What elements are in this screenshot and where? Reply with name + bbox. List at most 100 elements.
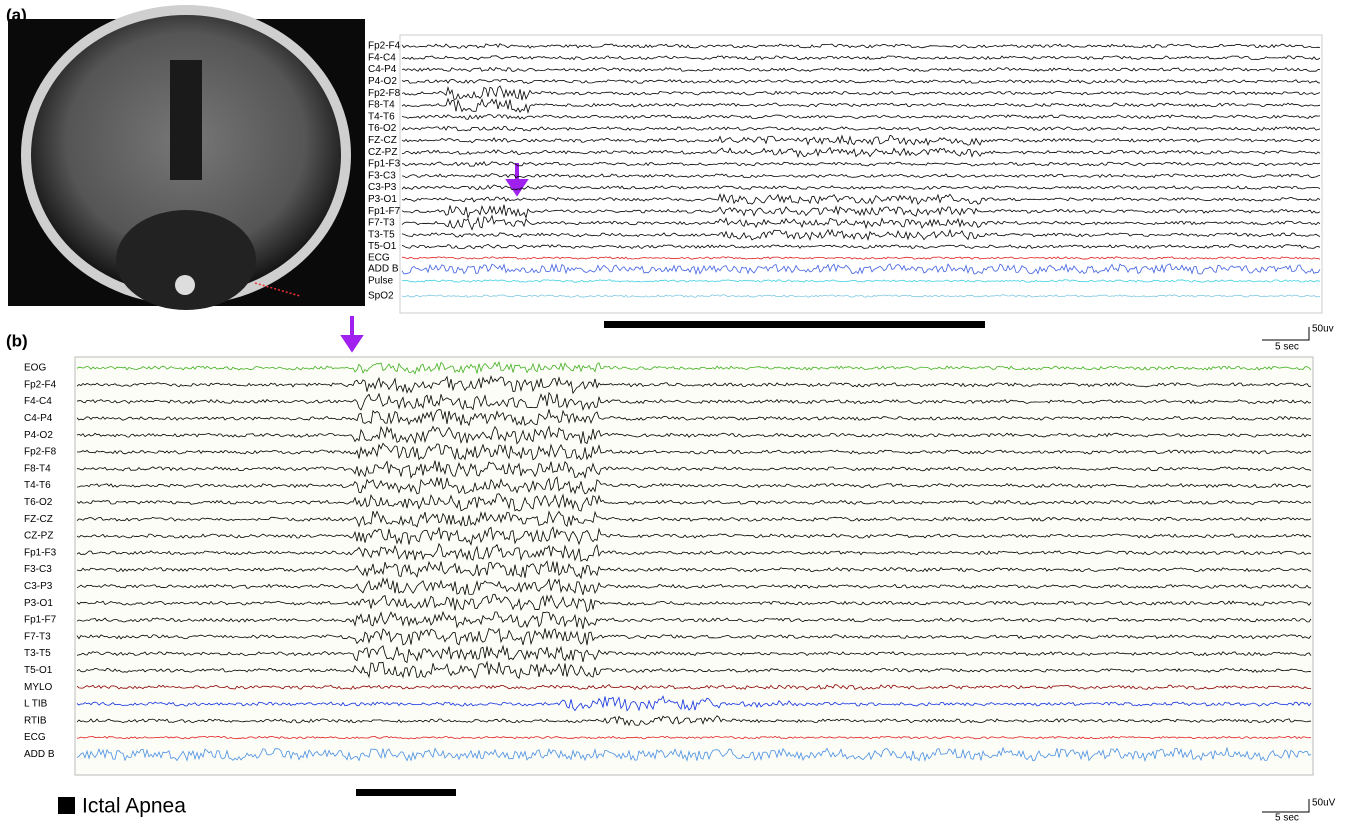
eeg-trace <box>401 243 1321 250</box>
channel-label: FZ-CZ <box>368 135 397 146</box>
channel-label: ADD B <box>368 264 399 275</box>
eeg-trace <box>76 409 1312 427</box>
channel-label: F7-T3 <box>24 631 51 642</box>
channel-label: F8-T4 <box>24 463 51 474</box>
channel-label: FZ-CZ <box>24 514 53 525</box>
eeg-trace <box>401 66 1321 73</box>
eeg-trace <box>76 360 1312 375</box>
eeg-trace <box>401 214 1321 231</box>
channel-label: C3-P3 <box>24 581 53 592</box>
eeg-trace <box>401 97 1321 114</box>
channel-label: T6-O2 <box>24 497 53 508</box>
eeg-frame <box>399 34 1323 314</box>
mri-image <box>8 5 365 310</box>
eeg-frame <box>74 356 1314 776</box>
channel-label: EOG <box>24 363 46 374</box>
eeg-trace <box>76 476 1312 495</box>
channel-label: T5-O1 <box>368 241 397 252</box>
eeg-trace <box>76 735 1312 740</box>
eeg-trace <box>401 279 1321 283</box>
channel-label: Fp2-F4 <box>368 41 401 52</box>
legend-label: Ictal Apnea <box>82 795 186 818</box>
channel-label: Fp1-F3 <box>24 547 57 558</box>
channel-label: F3-C3 <box>24 564 52 575</box>
channel-label: F4-C4 <box>24 396 52 407</box>
channel-label: ECG <box>24 732 46 743</box>
eeg-trace <box>401 114 1321 120</box>
eeg-trace <box>401 228 1321 241</box>
scale-label: 5 sec <box>1275 342 1299 353</box>
eeg-trace <box>401 43 1321 49</box>
channel-label: Fp2-F4 <box>24 379 57 390</box>
eeg-trace <box>76 593 1312 613</box>
channel-label: F7-T3 <box>368 218 395 229</box>
channel-label: T3-T5 <box>24 648 51 659</box>
apnea-bar <box>604 321 985 328</box>
channel-label: P3-O1 <box>368 194 397 205</box>
eeg-trace <box>76 374 1312 395</box>
scale-label: 5 sec <box>1275 813 1299 823</box>
legend-swatch <box>58 797 75 814</box>
eeg-trace <box>76 610 1312 629</box>
channel-label: T3-T5 <box>368 229 395 240</box>
channel-label: T4-T6 <box>368 111 395 122</box>
channel-label: RTIB <box>24 715 47 726</box>
channel-label: Fp2-F8 <box>368 88 401 99</box>
eeg-trace <box>76 577 1312 596</box>
channel-label: T5-O1 <box>24 665 53 676</box>
channel-label: L TIB <box>24 699 48 710</box>
eeg-trace <box>76 660 1312 680</box>
scale-bar <box>1262 799 1310 813</box>
channel-label: F3-C3 <box>368 170 396 181</box>
eeg-trace <box>401 263 1321 276</box>
eeg-trace <box>76 391 1312 412</box>
channel-label: Fp2-F8 <box>24 447 57 458</box>
eeg-trace <box>76 510 1312 528</box>
eeg-trace <box>76 644 1312 664</box>
channel-label: Pulse <box>368 276 393 287</box>
channel-label: T4-T6 <box>24 480 51 491</box>
apnea-bar <box>356 789 456 796</box>
eeg-trace <box>76 746 1312 763</box>
channel-label: C4-P4 <box>368 64 397 75</box>
arrow <box>340 316 364 353</box>
scale-label: 50uv <box>1312 324 1334 335</box>
eeg-trace <box>76 684 1312 691</box>
channel-label: ADD B <box>24 749 55 760</box>
channel-label: SpO2 <box>368 291 394 302</box>
panel-label: (b) <box>6 331 28 350</box>
channel-label: Fp1-F3 <box>368 159 401 170</box>
channel-label: MYLO <box>24 682 53 693</box>
eeg-trace <box>401 161 1321 167</box>
arrow <box>505 163 529 197</box>
channel-label: P4-O2 <box>24 430 53 441</box>
scale-label: 50uV <box>1312 798 1336 809</box>
eeg-trace <box>76 695 1312 712</box>
scale-bar <box>1262 327 1310 341</box>
channel-label: C4-P4 <box>24 413 53 424</box>
channel-label: F4-C4 <box>368 52 396 63</box>
eeg-trace <box>401 146 1321 159</box>
eeg-trace <box>76 627 1312 646</box>
channel-label: P3-O1 <box>24 598 53 609</box>
eeg-trace <box>401 192 1321 206</box>
channel-label: ECG <box>368 253 390 264</box>
eeg-trace <box>401 134 1321 147</box>
channel-label: Fp1-F7 <box>368 206 401 217</box>
eeg-trace <box>76 425 1312 445</box>
eeg-trace <box>76 460 1312 479</box>
eeg-trace <box>401 78 1321 85</box>
eeg-trace <box>402 256 1321 260</box>
eeg-trace <box>401 55 1321 61</box>
eeg-trace <box>401 85 1321 101</box>
channel-label: P4-O2 <box>368 76 397 87</box>
eeg-trace <box>401 184 1321 191</box>
channel-label: CZ-PZ <box>368 147 397 158</box>
eeg-trace <box>76 560 1312 580</box>
eeg-trace <box>401 204 1321 220</box>
eeg-trace <box>401 294 1321 298</box>
channel-label: F8-T4 <box>368 100 395 111</box>
channel-label: C3-P3 <box>368 182 397 193</box>
eeg-trace <box>77 442 1312 461</box>
